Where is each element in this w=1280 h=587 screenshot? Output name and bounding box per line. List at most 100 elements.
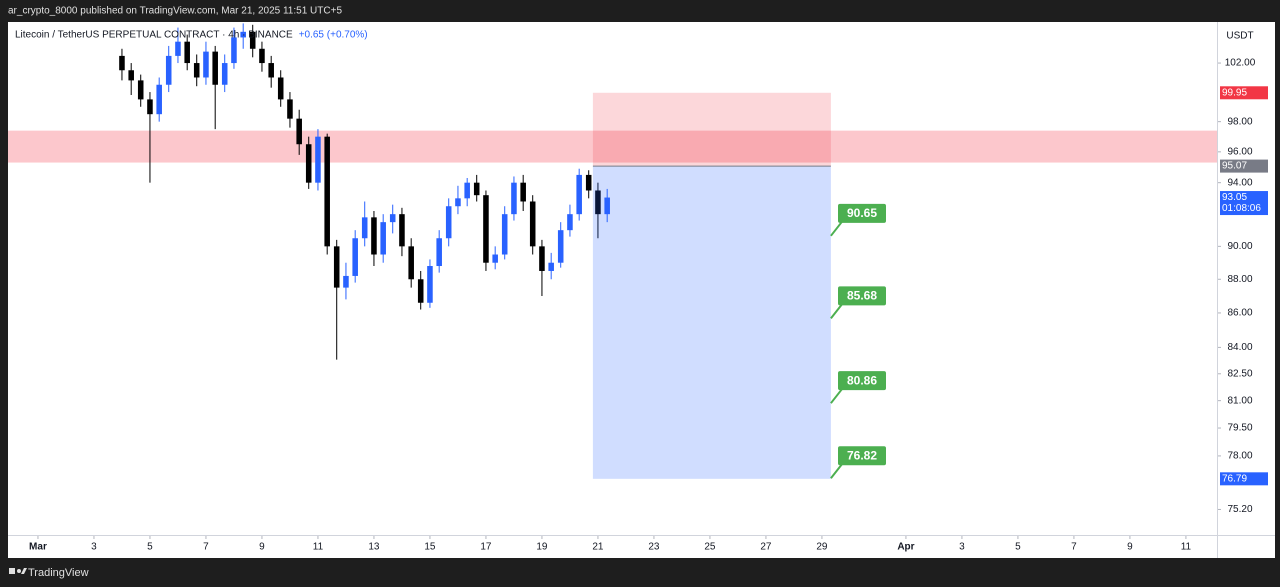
- candle-body: [156, 84, 162, 115]
- candle-body: [427, 266, 433, 303]
- target-zone: [592, 166, 831, 479]
- x-tick-label: Mar: [29, 542, 47, 553]
- candle-body: [333, 246, 340, 288]
- x-tick-label: 11: [1181, 542, 1192, 553]
- candle-body: [548, 262, 554, 271]
- symbol-title: Litecoin / TetherUS PERPETUAL CONTRACT ·…: [15, 30, 293, 41]
- plot: [8, 23, 1217, 479]
- candle-body: [408, 246, 414, 280]
- x-tick-label: 23: [648, 542, 660, 553]
- candle-body: [399, 214, 405, 247]
- target-pointer: [830, 221, 843, 237]
- overlay: 102.00 98.00 96.00 94.00 90.00 88.00 86.00 84.0…: [29, 58, 1268, 553]
- candle-body: [147, 99, 153, 115]
- candle-body: [511, 182, 517, 215]
- candle-body: [193, 63, 200, 78]
- target-label: 80.86: [847, 373, 877, 387]
- x-tick-label: 9: [259, 542, 265, 553]
- candle-body: [324, 136, 330, 247]
- x-tick-label: 29: [816, 542, 828, 553]
- publisher-line: ar_crypto_8000 published on TradingView.…: [8, 6, 342, 17]
- candle-body: [539, 246, 545, 271]
- stop-zone: [592, 92, 831, 167]
- price-axis: [1218, 22, 1275, 535]
- target-label-box: [838, 371, 886, 391]
- candle-body: [361, 217, 368, 239]
- y-tick-label: 88.00: [1227, 274, 1252, 285]
- candle-body: [520, 182, 526, 202]
- price-label: 95.07: [1222, 161, 1247, 172]
- candle-body: [389, 214, 396, 223]
- price-label-box: [1220, 86, 1268, 100]
- candle-body: [343, 275, 349, 288]
- chart-pane: [8, 22, 1217, 535]
- candle-body: [585, 174, 592, 191]
- price-label-box: [1220, 159, 1268, 173]
- target-pointer: [830, 463, 843, 479]
- candle-body: [436, 238, 442, 267]
- candle-body: [557, 230, 564, 263]
- candle-body: [352, 238, 358, 276]
- countdown: 01:08:06: [1222, 203, 1261, 214]
- target-label-box: [838, 203, 886, 223]
- price-label: 93.05: [1222, 192, 1247, 203]
- candle-body: [576, 174, 582, 215]
- candle-body: [483, 195, 489, 263]
- y-tick-label: 94.00: [1227, 177, 1252, 188]
- candle-body: [595, 190, 601, 215]
- resistance-zone: [8, 130, 1217, 163]
- y-tick-label: 84.00: [1227, 342, 1252, 353]
- y-tick-label: 75.20: [1227, 504, 1252, 515]
- y-tick-label: 81.00: [1227, 395, 1252, 406]
- price-change: +0.65 (+0.70%): [299, 30, 368, 41]
- y-tick-label: 82.50: [1227, 368, 1252, 379]
- target-label-box: [838, 446, 886, 466]
- x-tick-label: Apr: [897, 542, 914, 553]
- x-tick-label: 25: [704, 542, 716, 553]
- candle-body: [221, 63, 228, 85]
- candle-body: [240, 31, 246, 38]
- x-tick-label: 17: [480, 542, 492, 553]
- candle-body: [165, 55, 172, 85]
- candle-body: [473, 182, 480, 196]
- price-label: 99.95: [1222, 87, 1247, 98]
- candle-body: [445, 206, 452, 239]
- candle-body: [203, 51, 209, 78]
- x-tick-label: 21: [592, 542, 604, 553]
- target-label-box: [838, 286, 886, 306]
- logo-mark: [9, 568, 15, 574]
- x-tick-label: 9: [1127, 542, 1133, 553]
- candle-body: [212, 51, 218, 85]
- candle-body: [380, 222, 386, 255]
- price-label-box: [1220, 472, 1268, 486]
- y-tick-label: 79.50: [1227, 423, 1252, 434]
- target-label: 85.68: [847, 289, 877, 303]
- logo-mark: [21, 568, 27, 574]
- candle-body: [184, 41, 190, 64]
- candle-body: [249, 31, 256, 49]
- x-tick-label: 7: [203, 542, 209, 553]
- target-label: 90.65: [847, 206, 877, 220]
- logo-mark: [17, 569, 21, 573]
- candle-body: [119, 55, 125, 71]
- x-tick-label: 15: [424, 542, 436, 553]
- candle-body: [259, 48, 265, 64]
- currency: USDT: [1226, 31, 1253, 42]
- candle-body: [175, 41, 181, 56]
- footer-brand: TradingView: [28, 567, 89, 579]
- footer-logo: [9, 568, 27, 574]
- target-pointer: [830, 303, 843, 320]
- candle-body: [315, 136, 321, 183]
- y-tick-label: 90.00: [1227, 241, 1252, 252]
- x-tick-label: 5: [147, 542, 153, 553]
- x-tick-label: 3: [91, 542, 97, 553]
- candle-body: [296, 118, 302, 145]
- y-tick-label: 98.00: [1227, 116, 1252, 127]
- y-tick-label: 102.00: [1225, 58, 1256, 69]
- x-tick-label: 7: [1071, 542, 1077, 553]
- price-label: 76.79: [1222, 473, 1247, 484]
- candle-body: [287, 99, 293, 119]
- x-tick-label: 3: [959, 542, 965, 553]
- y-tick-label: 96.00: [1227, 146, 1252, 157]
